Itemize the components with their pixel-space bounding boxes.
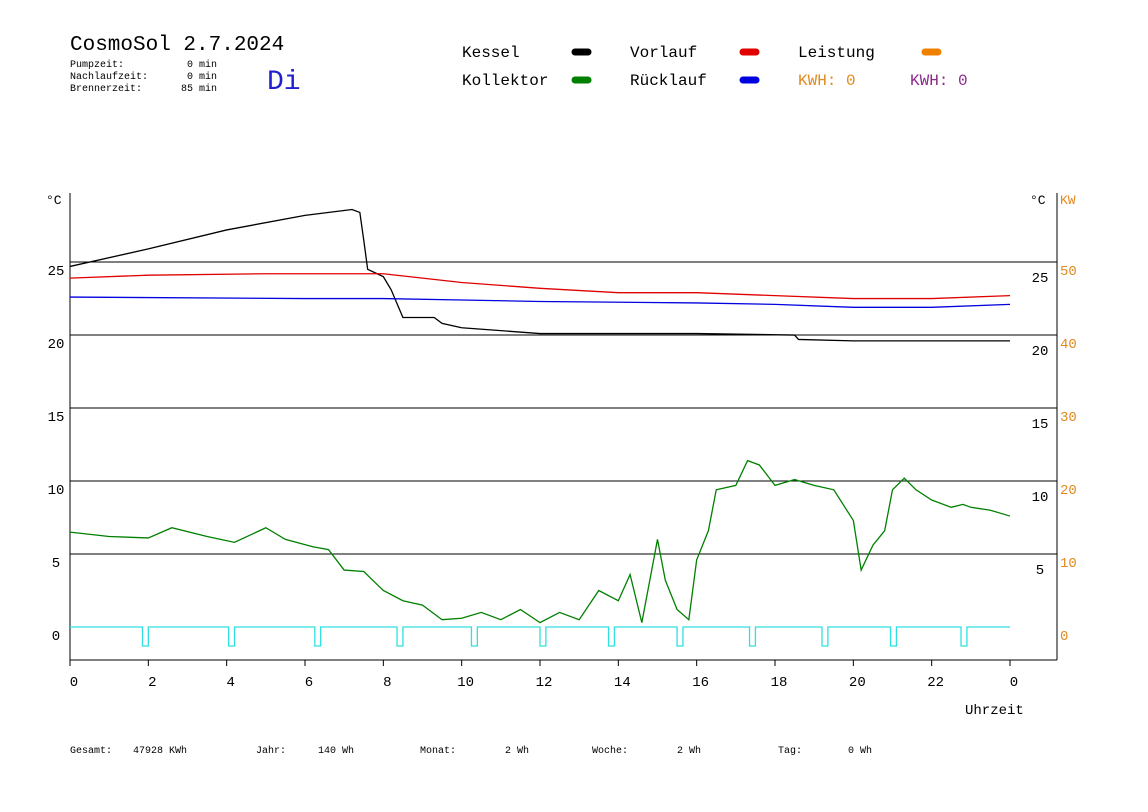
footer-value: 47928 KWh [133, 745, 187, 757]
footer-label: Gesamt: [70, 746, 112, 757]
legend-label: Kessel [462, 44, 520, 62]
y2-tick-label: 0 [1060, 629, 1068, 645]
weekday: Di [267, 67, 301, 98]
info-value: 0 min [187, 71, 217, 83]
series-line [69, 208, 1010, 342]
y-tick-label: 5 [52, 556, 60, 572]
y2-axis-label: KW [1060, 193, 1076, 208]
footer-value: 2 Wh [505, 745, 529, 757]
x-tick-label: 6 [305, 675, 313, 691]
y-tick-label-right: 15 [1032, 417, 1049, 433]
y2-tick-label: 20 [1060, 483, 1077, 499]
footer-value: 0 Wh [848, 745, 872, 757]
footer-label: Jahr: [256, 745, 286, 757]
y-tick-label: 10 [48, 483, 65, 499]
footer-value: 140 Wh [318, 745, 354, 757]
info-label: Nachlaufzeit: [70, 71, 148, 83]
x-axis-label: Uhrzeit [965, 703, 1024, 719]
y-tick-label: 15 [48, 410, 65, 426]
legend-label: Rücklauf [630, 72, 707, 90]
series-line [69, 459, 1011, 624]
footer-label: Woche: [592, 745, 628, 757]
y-axis-label-right: °C [1030, 193, 1046, 208]
series-line [69, 296, 1011, 308]
x-tick-label: 0 [1010, 675, 1018, 691]
x-tick-label: 12 [536, 675, 553, 691]
y-tick-label-right: 5 [1036, 563, 1044, 579]
x-tick-label: 4 [226, 675, 234, 691]
kwh-label: KWH: 0 [798, 72, 856, 90]
x-tick-label: 0 [70, 675, 78, 691]
y-tick-label-right: 25 [1032, 271, 1049, 287]
y2-tick-label: 10 [1060, 556, 1077, 572]
x-tick-label: 20 [849, 675, 866, 691]
info-value: 0 min [187, 59, 217, 71]
x-tick-label: 14 [614, 675, 631, 691]
y2-tick-label: 40 [1060, 337, 1077, 353]
y2-tick-label: 30 [1060, 410, 1077, 426]
footer-label: Monat: [420, 746, 456, 757]
y-tick-label: 20 [48, 337, 65, 353]
y2-tick-label: 50 [1060, 264, 1077, 280]
legend-label: Kollektor [462, 72, 548, 90]
x-tick-label: 16 [692, 675, 709, 691]
x-tick-label: 2 [148, 675, 156, 691]
kwh-label: KWH: 0 [910, 72, 968, 90]
info-label: Brennerzeit: [70, 83, 142, 95]
y-axis-label: °C [46, 193, 62, 208]
x-tick-label: 10 [457, 675, 474, 691]
info-label: Pumpzeit: [70, 59, 124, 71]
x-tick-label: 18 [771, 675, 788, 691]
y-tick-label: 0 [52, 629, 60, 645]
x-tick-label: 22 [927, 675, 944, 691]
legend-label: Leistung [798, 44, 875, 62]
legend-label: Vorlauf [630, 44, 697, 62]
y-tick-label: 25 [48, 264, 65, 280]
series-line [69, 273, 1011, 300]
series-line [70, 626, 1010, 647]
footer-value: 2 Wh [677, 745, 701, 757]
footer-label: Tag: [778, 746, 802, 757]
y-tick-label-right: 20 [1032, 344, 1049, 360]
y-tick-label-right: 10 [1032, 490, 1049, 506]
chart-title: CosmoSol 2.7.2024 [70, 34, 284, 57]
x-tick-label: 8 [383, 675, 391, 691]
info-value: 85 min [181, 83, 217, 95]
